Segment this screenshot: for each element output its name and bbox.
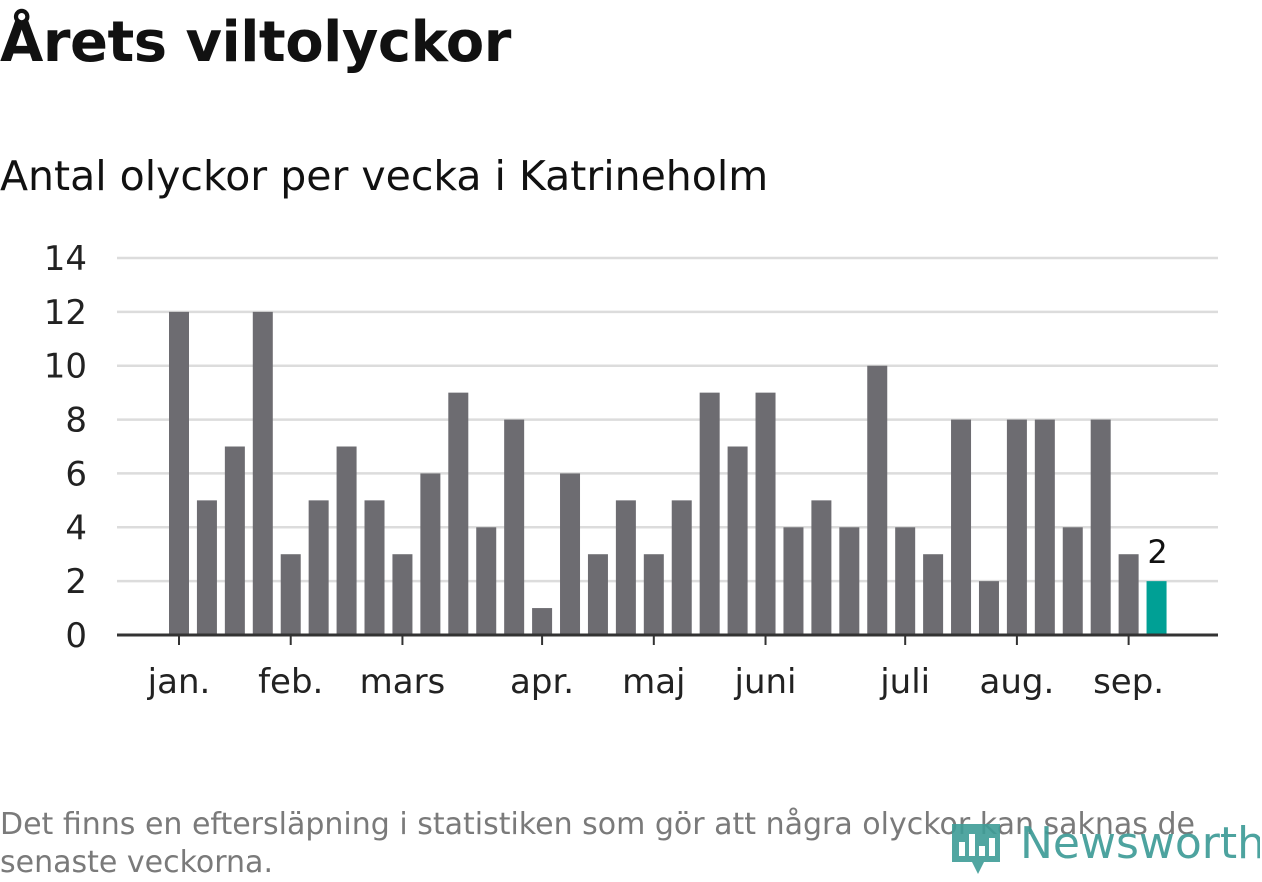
bar xyxy=(755,392,776,635)
bar xyxy=(504,419,525,635)
bar xyxy=(671,500,692,635)
bar xyxy=(951,419,972,635)
y-tick-label: 6 xyxy=(65,454,87,494)
newsworthy-logo: Newsworthy xyxy=(952,818,1260,874)
bar xyxy=(448,392,469,635)
bar xyxy=(839,527,860,635)
y-tick-label: 4 xyxy=(65,508,87,548)
bar-highlight xyxy=(1146,581,1167,635)
y-tick-label: 2 xyxy=(65,562,87,602)
chart-subtitle: Antal olyckor per vecka i Katrineholm xyxy=(0,152,769,200)
bar xyxy=(811,500,832,635)
bar xyxy=(1006,419,1027,635)
x-axis: jan. feb. mars apr. maj juni juli aug. sep. xyxy=(117,633,1218,702)
y-tick-label: 0 xyxy=(65,616,87,656)
bar xyxy=(476,527,497,635)
weekly-accidents-bar-chart: 0 2 4 6 8 10 12 14 2 jan. feb. mars apr. maj juni jul… xyxy=(44,239,1218,702)
x-tick-label: sep. xyxy=(1093,662,1164,702)
bar xyxy=(1034,419,1055,635)
gridlines xyxy=(117,256,1218,583)
bar xyxy=(196,500,217,635)
bar xyxy=(392,554,413,635)
bar xyxy=(1118,554,1139,635)
bar-chart-bubble-icon xyxy=(952,824,1000,874)
y-tick-label: 12 xyxy=(44,293,87,333)
bars: 2 xyxy=(169,311,1168,635)
bar xyxy=(615,500,636,635)
x-tick-label: juli xyxy=(879,662,930,702)
bar xyxy=(364,500,385,635)
bar xyxy=(308,500,329,635)
bar xyxy=(252,311,273,635)
bar xyxy=(560,473,581,635)
x-tick-label: maj xyxy=(622,662,685,702)
bar xyxy=(699,392,720,635)
y-axis-ticks: 0 2 4 6 8 10 12 14 xyxy=(44,239,87,656)
x-tick-label: mars xyxy=(360,662,446,702)
bar xyxy=(336,446,357,635)
x-tick-label: feb. xyxy=(258,662,323,702)
x-tick-label: juni xyxy=(734,662,797,702)
bar xyxy=(643,554,664,635)
bar xyxy=(1062,527,1083,635)
bar xyxy=(727,446,748,635)
bar xyxy=(280,554,301,635)
bar xyxy=(587,554,608,635)
y-tick-label: 14 xyxy=(44,239,87,279)
bar xyxy=(169,311,189,635)
bar xyxy=(867,365,888,635)
chart-title: Årets viltolyckor xyxy=(0,10,511,75)
x-tick-label: apr. xyxy=(510,662,574,702)
y-tick-label: 8 xyxy=(65,401,87,441)
bar xyxy=(420,473,441,635)
bar xyxy=(1090,419,1111,635)
bar xyxy=(895,527,916,635)
logo-text: Newsworthy xyxy=(1020,818,1260,869)
bar xyxy=(224,446,245,635)
data-label: 2 xyxy=(1147,533,1167,571)
bar xyxy=(783,527,804,635)
bar xyxy=(978,581,999,635)
bar xyxy=(923,554,944,635)
x-tick-label: aug. xyxy=(980,662,1055,702)
y-tick-label: 10 xyxy=(44,347,87,387)
x-tick-label: jan. xyxy=(147,662,211,702)
bar xyxy=(532,608,553,635)
